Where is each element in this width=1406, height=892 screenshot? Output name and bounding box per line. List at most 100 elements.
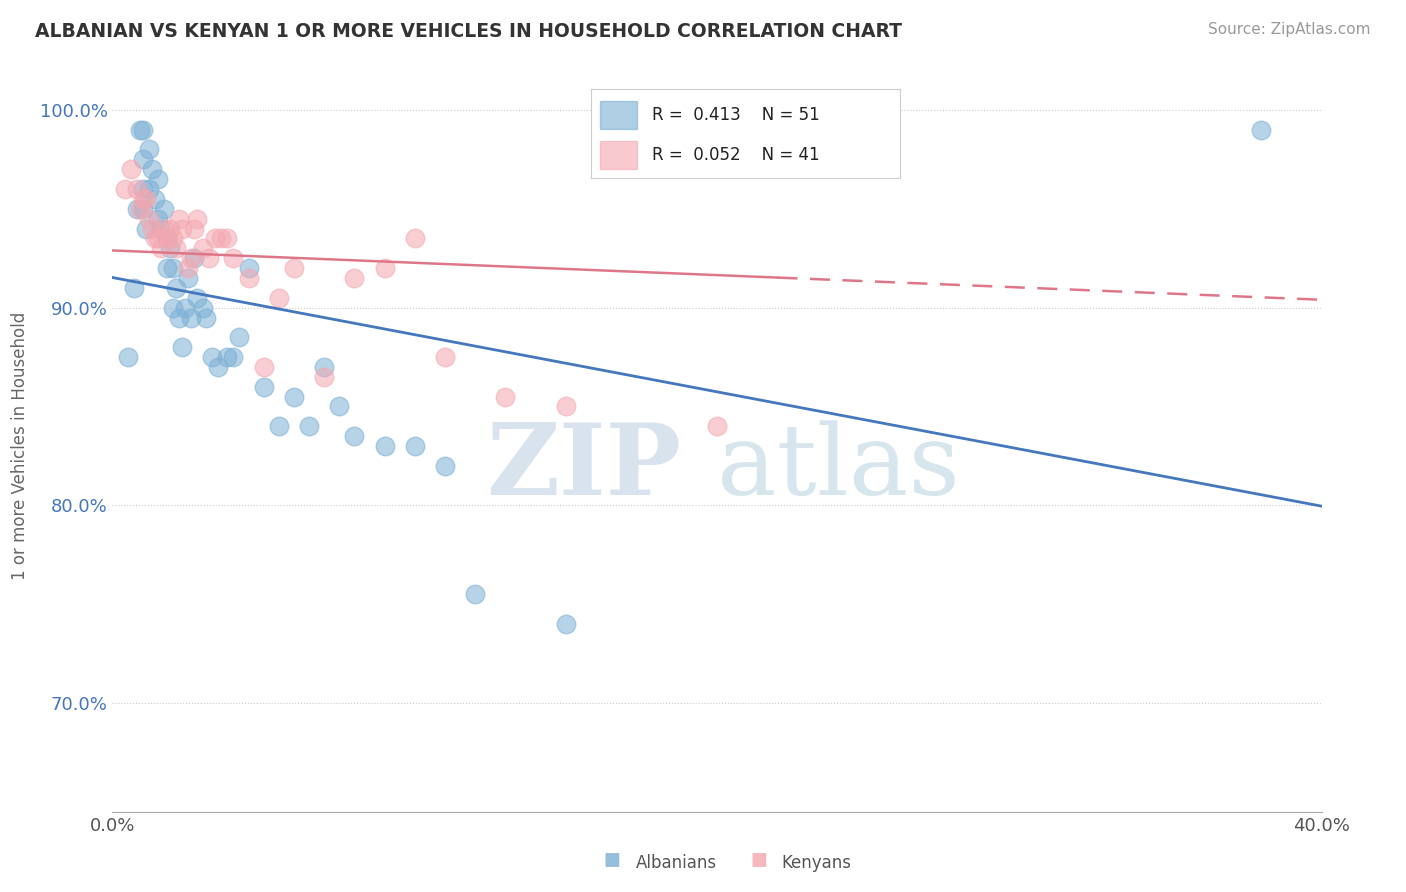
Point — [314, 359, 336, 374]
Point — [156, 261, 179, 276]
Point — [128, 122, 150, 136]
Point — [180, 310, 202, 325]
Point — [135, 192, 157, 206]
Text: ▪: ▪ — [602, 845, 621, 872]
Point — [253, 380, 276, 394]
Point — [464, 587, 486, 601]
Point — [159, 241, 181, 255]
Point — [170, 221, 193, 235]
Point — [404, 231, 426, 245]
Point — [195, 310, 218, 325]
Point — [217, 231, 239, 245]
Point — [149, 221, 172, 235]
Point — [156, 231, 179, 245]
Point — [162, 261, 184, 276]
Point — [191, 241, 214, 255]
Point — [238, 271, 260, 285]
Point — [143, 231, 166, 245]
Point — [132, 153, 155, 167]
Point — [138, 211, 160, 226]
Point — [114, 182, 136, 196]
Point — [343, 429, 366, 443]
Text: Source: ZipAtlas.com: Source: ZipAtlas.com — [1208, 22, 1371, 37]
Point — [238, 261, 260, 276]
Point — [141, 162, 163, 177]
Point — [117, 350, 139, 364]
Point — [183, 221, 205, 235]
Point — [156, 231, 179, 245]
Point — [186, 211, 208, 226]
Point — [209, 231, 232, 245]
Point — [132, 192, 155, 206]
Point — [146, 231, 169, 245]
Point — [433, 458, 456, 473]
Point — [554, 400, 576, 414]
Point — [198, 251, 221, 265]
Point — [162, 231, 184, 245]
Point — [159, 221, 181, 235]
Point — [283, 261, 305, 276]
Point — [328, 400, 350, 414]
Point — [135, 221, 157, 235]
Point — [283, 390, 305, 404]
Text: ALBANIAN VS KENYAN 1 OR MORE VEHICLES IN HOUSEHOLD CORRELATION CHART: ALBANIAN VS KENYAN 1 OR MORE VEHICLES IN… — [35, 22, 903, 41]
Point — [153, 221, 176, 235]
Point — [298, 419, 321, 434]
Bar — [600, 141, 637, 169]
Point — [174, 301, 197, 315]
Point — [162, 301, 184, 315]
Point — [146, 172, 169, 186]
Point — [120, 162, 142, 177]
Point — [433, 350, 456, 364]
Point — [374, 261, 396, 276]
Text: R =  0.413    N = 51: R = 0.413 N = 51 — [652, 106, 820, 124]
Point — [228, 330, 250, 344]
Point — [253, 359, 276, 374]
Point — [149, 241, 172, 255]
Point — [191, 301, 214, 315]
Point — [554, 616, 576, 631]
Point — [1250, 122, 1272, 136]
Point — [122, 281, 145, 295]
Point — [706, 419, 728, 434]
Point — [201, 350, 224, 364]
Text: R =  0.052    N = 41: R = 0.052 N = 41 — [652, 146, 820, 164]
Text: ▪: ▪ — [749, 845, 769, 872]
Point — [222, 350, 245, 364]
Point — [165, 241, 187, 255]
Point — [314, 369, 336, 384]
Point — [165, 281, 187, 295]
Text: ZIP: ZIP — [486, 419, 681, 516]
Point — [267, 291, 290, 305]
Point — [125, 202, 148, 216]
Text: Albanians: Albanians — [636, 855, 717, 872]
Text: atlas: atlas — [717, 420, 960, 516]
Bar — [600, 101, 637, 129]
Point — [143, 192, 166, 206]
Point — [170, 340, 193, 354]
Point — [207, 359, 229, 374]
Point — [132, 122, 155, 136]
Text: Kenyans: Kenyans — [782, 855, 852, 872]
Point — [177, 271, 200, 285]
Point — [153, 202, 176, 216]
Point — [141, 221, 163, 235]
Point — [343, 271, 366, 285]
Point — [267, 419, 290, 434]
Point — [138, 143, 160, 157]
Point — [177, 261, 200, 276]
Point — [186, 291, 208, 305]
Point — [404, 439, 426, 453]
Point — [495, 390, 517, 404]
Point — [183, 251, 205, 265]
Point — [167, 310, 190, 325]
Point — [125, 182, 148, 196]
Point — [167, 211, 190, 226]
Y-axis label: 1 or more Vehicles in Household: 1 or more Vehicles in Household — [10, 312, 28, 580]
Point — [222, 251, 245, 265]
Point — [374, 439, 396, 453]
Point — [217, 350, 239, 364]
Point — [132, 182, 155, 196]
Point — [128, 202, 150, 216]
Point — [180, 251, 202, 265]
